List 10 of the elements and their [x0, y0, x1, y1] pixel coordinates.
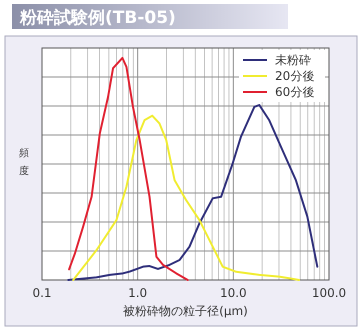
legend-label: 20分後 — [275, 69, 314, 83]
x-tick-label: 100.0 — [312, 286, 346, 300]
chart-title: 粉砕試験例(TB-05) — [19, 8, 176, 28]
legend-label: 60分後 — [275, 85, 314, 99]
y-axis-title: 頻度 — [19, 147, 29, 177]
x-axis-title: 被粉砕物の粒子径(µm) — [123, 304, 248, 318]
legend-label: 未粉砕 — [275, 53, 311, 67]
x-tick-label: 10.0 — [220, 286, 247, 300]
x-tick-label: 1.0 — [128, 286, 148, 300]
x-tick-label: 0.1 — [32, 286, 52, 300]
